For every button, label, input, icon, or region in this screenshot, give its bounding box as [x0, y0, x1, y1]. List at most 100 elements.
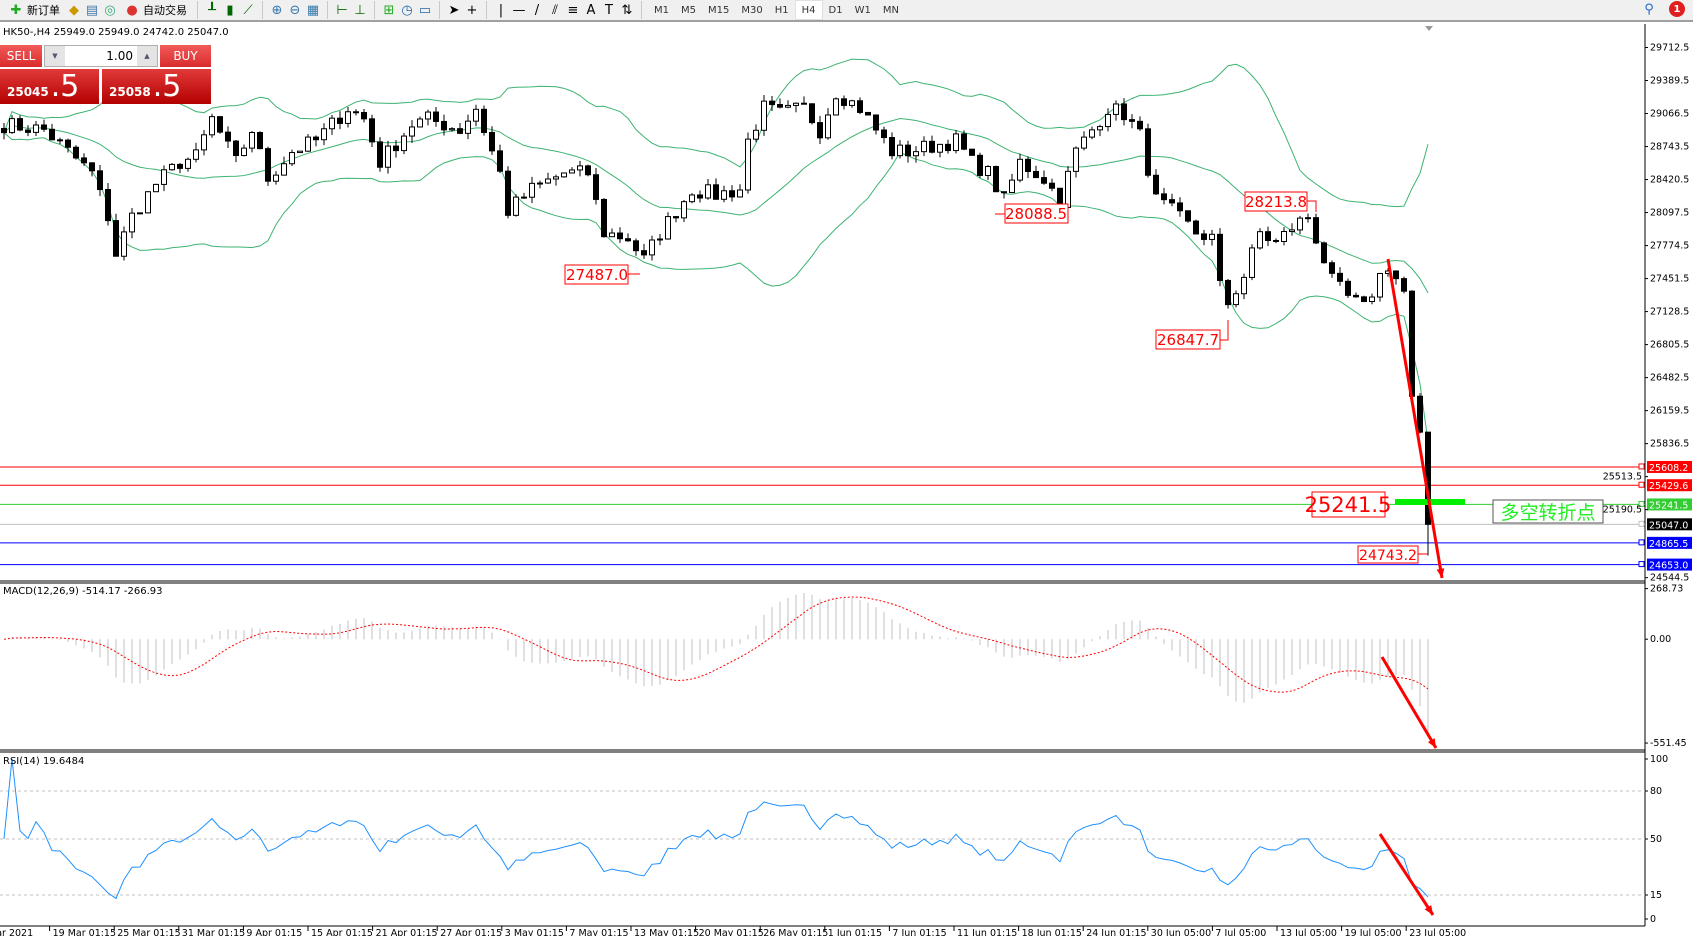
- candle[interactable]: [489, 131, 495, 152]
- candle[interactable]: [1257, 231, 1263, 249]
- candle[interactable]: [993, 166, 999, 193]
- candle[interactable]: [169, 163, 175, 171]
- candle[interactable]: [1345, 280, 1351, 296]
- candle[interactable]: [425, 111, 431, 120]
- candle[interactable]: [481, 108, 487, 133]
- annotation-high-28213[interactable]: 28213.8: [1245, 193, 1307, 211]
- candle[interactable]: [153, 183, 159, 193]
- turning-point-label[interactable]: 多空转折点: [1500, 502, 1595, 524]
- candle[interactable]: [569, 169, 575, 174]
- candle[interactable]: [961, 133, 967, 150]
- candle[interactable]: [833, 98, 839, 116]
- candle[interactable]: [417, 118, 423, 128]
- candle[interactable]: [1289, 229, 1295, 233]
- candle[interactable]: [809, 103, 815, 124]
- candle[interactable]: [593, 174, 599, 200]
- timeframe-m1[interactable]: M1: [654, 4, 669, 16]
- candle[interactable]: [1137, 120, 1143, 130]
- indicators-icon[interactable]: ⊞: [383, 2, 395, 18]
- candle[interactable]: [25, 129, 31, 133]
- templates-icon[interactable]: ▭: [418, 2, 432, 18]
- line-chart-icon[interactable]: ⟋: [243, 2, 253, 18]
- hline-handle[interactable]: [1638, 539, 1645, 546]
- candle[interactable]: [817, 122, 823, 139]
- candle[interactable]: [345, 111, 351, 124]
- candle[interactable]: [825, 114, 831, 139]
- candle[interactable]: [721, 190, 727, 200]
- lot-increase-icon[interactable]: ▲: [137, 46, 157, 66]
- candle[interactable]: [1369, 296, 1375, 303]
- candle[interactable]: [905, 144, 911, 157]
- candle[interactable]: [1049, 182, 1055, 189]
- timeframe-w1[interactable]: W1: [854, 4, 871, 16]
- autoscroll-icon[interactable]: ⊥: [354, 2, 366, 18]
- candle[interactable]: [1361, 296, 1367, 303]
- candle[interactable]: [201, 134, 207, 151]
- candle[interactable]: [913, 151, 919, 157]
- candle[interactable]: [449, 128, 455, 131]
- candle[interactable]: [769, 100, 775, 106]
- candle[interactable]: [633, 240, 639, 252]
- candle[interactable]: [689, 194, 695, 203]
- candle[interactable]: [1321, 242, 1327, 264]
- candle[interactable]: [1105, 113, 1111, 128]
- candle[interactable]: [409, 126, 415, 137]
- candle[interactable]: [865, 111, 871, 116]
- candle[interactable]: [441, 120, 447, 131]
- candle[interactable]: [233, 140, 239, 157]
- text-icon[interactable]: A: [586, 2, 596, 18]
- hline-handle[interactable]: [1638, 500, 1645, 507]
- candle[interactable]: [977, 154, 983, 176]
- candle[interactable]: [1041, 177, 1047, 184]
- candle[interactable]: [1145, 128, 1151, 176]
- candle[interactable]: [225, 131, 231, 142]
- candle[interactable]: [465, 120, 471, 134]
- candle[interactable]: [193, 149, 199, 160]
- candle[interactable]: [329, 117, 335, 130]
- candle[interactable]: [1305, 217, 1311, 220]
- trend-arrow[interactable]: [1378, 833, 1435, 916]
- candle[interactable]: [753, 129, 759, 140]
- buy-price[interactable]: 25058 .5: [102, 69, 211, 104]
- zoom-in-icon[interactable]: ⊕: [271, 2, 283, 18]
- candle[interactable]: [561, 172, 567, 178]
- candle[interactable]: [513, 196, 519, 216]
- market-watch-icon[interactable]: ◆: [69, 2, 79, 18]
- periods-icon[interactable]: ◷: [401, 2, 413, 18]
- candle[interactable]: [521, 196, 527, 199]
- hline-handle[interactable]: [1638, 561, 1645, 568]
- candle[interactable]: [529, 182, 535, 198]
- arrows-icon[interactable]: ⇅: [621, 2, 633, 18]
- candle[interactable]: [337, 117, 343, 124]
- candle[interactable]: [1217, 233, 1223, 281]
- hline-handle[interactable]: [1638, 520, 1645, 527]
- candle[interactable]: [1377, 272, 1383, 298]
- candle[interactable]: [81, 157, 87, 164]
- candle[interactable]: [1025, 158, 1031, 172]
- candle[interactable]: [801, 102, 807, 105]
- equidistant-channel-icon[interactable]: ⫽: [552, 2, 558, 18]
- timeframe-m5[interactable]: M5: [681, 4, 696, 16]
- hline-handle[interactable]: [1638, 463, 1645, 470]
- candle[interactable]: [321, 128, 327, 141]
- candle[interactable]: [1201, 233, 1207, 240]
- candle[interactable]: [1241, 276, 1247, 295]
- new-order-button[interactable]: ✚ 新订单: [4, 0, 64, 20]
- candle[interactable]: [665, 216, 671, 240]
- candle[interactable]: [785, 104, 791, 108]
- candle[interactable]: [505, 170, 511, 216]
- candle[interactable]: [1417, 395, 1423, 433]
- candle[interactable]: [713, 184, 719, 200]
- candle[interactable]: [1209, 233, 1215, 240]
- candle[interactable]: [841, 98, 847, 106]
- timeframe-m30[interactable]: M30: [741, 4, 763, 16]
- candle[interactable]: [681, 201, 687, 219]
- candle[interactable]: [585, 165, 591, 176]
- candle[interactable]: [121, 231, 127, 257]
- candle[interactable]: [361, 112, 367, 120]
- candle[interactable]: [921, 140, 927, 153]
- candle[interactable]: [777, 104, 783, 108]
- vertical-line-icon[interactable]: |: [498, 2, 504, 18]
- candle[interactable]: [929, 140, 935, 153]
- timeframe-h4[interactable]: H4: [794, 0, 823, 20]
